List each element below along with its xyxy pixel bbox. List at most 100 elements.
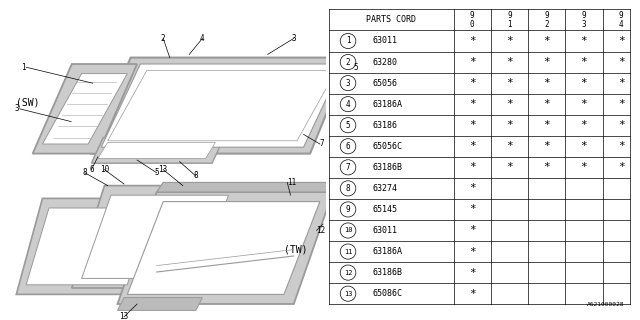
- Text: 11: 11: [287, 178, 296, 187]
- Polygon shape: [92, 58, 349, 154]
- Text: *: *: [543, 141, 550, 151]
- Text: 8: 8: [83, 168, 87, 177]
- Text: 9
1: 9 1: [507, 11, 512, 29]
- Text: 7: 7: [320, 140, 324, 148]
- Text: 63274: 63274: [373, 184, 398, 193]
- Text: *: *: [469, 36, 476, 46]
- Text: *: *: [506, 36, 513, 46]
- Text: 10: 10: [344, 228, 352, 234]
- Text: *: *: [543, 99, 550, 109]
- Text: 13: 13: [344, 291, 352, 297]
- Text: 6: 6: [89, 165, 93, 174]
- Text: *: *: [506, 78, 513, 88]
- Text: 6: 6: [346, 142, 350, 151]
- Text: *: *: [543, 36, 550, 46]
- Polygon shape: [72, 186, 241, 288]
- Text: 5: 5: [346, 121, 350, 130]
- Text: *: *: [506, 162, 513, 172]
- Text: 65056: 65056: [373, 79, 398, 88]
- Text: 9
3: 9 3: [582, 11, 586, 29]
- Text: 8: 8: [193, 172, 198, 180]
- Text: 9
4: 9 4: [619, 11, 623, 29]
- Text: *: *: [469, 120, 476, 130]
- Text: *: *: [580, 120, 588, 130]
- Text: 63186A: 63186A: [373, 100, 403, 109]
- Text: *: *: [469, 162, 476, 172]
- Text: 2: 2: [346, 58, 350, 67]
- Text: 63280: 63280: [373, 58, 398, 67]
- Text: 9
0: 9 0: [470, 11, 474, 29]
- Text: *: *: [618, 99, 625, 109]
- Polygon shape: [101, 64, 343, 147]
- Text: *: *: [543, 78, 550, 88]
- Text: 63011: 63011: [373, 36, 398, 45]
- Text: 4: 4: [200, 34, 205, 43]
- Text: 3: 3: [291, 34, 296, 43]
- Text: *: *: [580, 36, 588, 46]
- Text: *: *: [506, 120, 513, 130]
- Text: *: *: [580, 99, 588, 109]
- Text: PARTS CORD: PARTS CORD: [367, 15, 417, 24]
- Polygon shape: [127, 202, 320, 294]
- Text: *: *: [469, 246, 476, 257]
- Text: 9
2: 9 2: [545, 11, 549, 29]
- Text: 63011: 63011: [373, 226, 398, 235]
- Polygon shape: [42, 74, 127, 144]
- Text: 63186B: 63186B: [373, 163, 403, 172]
- Text: 12: 12: [344, 270, 352, 276]
- Text: 5: 5: [154, 168, 159, 177]
- Text: *: *: [580, 78, 588, 88]
- Text: 5: 5: [353, 63, 358, 72]
- Text: *: *: [469, 226, 476, 236]
- Text: 3: 3: [15, 104, 20, 113]
- Text: 1: 1: [22, 63, 26, 72]
- Text: *: *: [618, 78, 625, 88]
- Polygon shape: [118, 298, 202, 310]
- Text: *: *: [506, 141, 513, 151]
- Text: *: *: [543, 162, 550, 172]
- Text: 4: 4: [346, 100, 350, 109]
- Text: *: *: [469, 204, 476, 214]
- Text: *: *: [618, 141, 625, 151]
- Polygon shape: [157, 182, 339, 192]
- Text: *: *: [469, 99, 476, 109]
- Text: 9: 9: [346, 205, 350, 214]
- Polygon shape: [98, 142, 216, 158]
- Text: 63186B: 63186B: [373, 268, 403, 277]
- Text: *: *: [469, 141, 476, 151]
- Text: *: *: [469, 289, 476, 299]
- Text: 65145: 65145: [373, 205, 398, 214]
- Text: A621000028: A621000028: [587, 302, 624, 307]
- Text: 2: 2: [161, 34, 166, 43]
- Polygon shape: [92, 138, 224, 163]
- Text: *: *: [618, 162, 625, 172]
- Text: *: *: [580, 141, 588, 151]
- Text: *: *: [543, 57, 550, 67]
- Text: 13: 13: [159, 165, 168, 174]
- Text: 13: 13: [120, 312, 129, 320]
- Text: 11: 11: [344, 249, 352, 254]
- Text: (TW): (TW): [284, 244, 307, 255]
- Text: (SW): (SW): [17, 97, 40, 108]
- Polygon shape: [118, 192, 333, 304]
- Text: *: *: [469, 57, 476, 67]
- Text: 3: 3: [346, 79, 350, 88]
- Text: *: *: [469, 78, 476, 88]
- Polygon shape: [33, 64, 137, 154]
- Text: 8: 8: [346, 184, 350, 193]
- Text: *: *: [543, 120, 550, 130]
- Polygon shape: [26, 208, 150, 285]
- Text: *: *: [506, 57, 513, 67]
- Text: *: *: [618, 57, 625, 67]
- Text: 65086C: 65086C: [373, 289, 403, 298]
- Text: *: *: [580, 57, 588, 67]
- Text: 12: 12: [317, 226, 326, 235]
- Text: *: *: [506, 99, 513, 109]
- Text: *: *: [469, 268, 476, 278]
- Text: 7: 7: [346, 163, 350, 172]
- Text: *: *: [580, 162, 588, 172]
- Text: 10: 10: [100, 165, 109, 174]
- Text: 65056C: 65056C: [373, 142, 403, 151]
- Polygon shape: [82, 195, 228, 278]
- Text: *: *: [618, 36, 625, 46]
